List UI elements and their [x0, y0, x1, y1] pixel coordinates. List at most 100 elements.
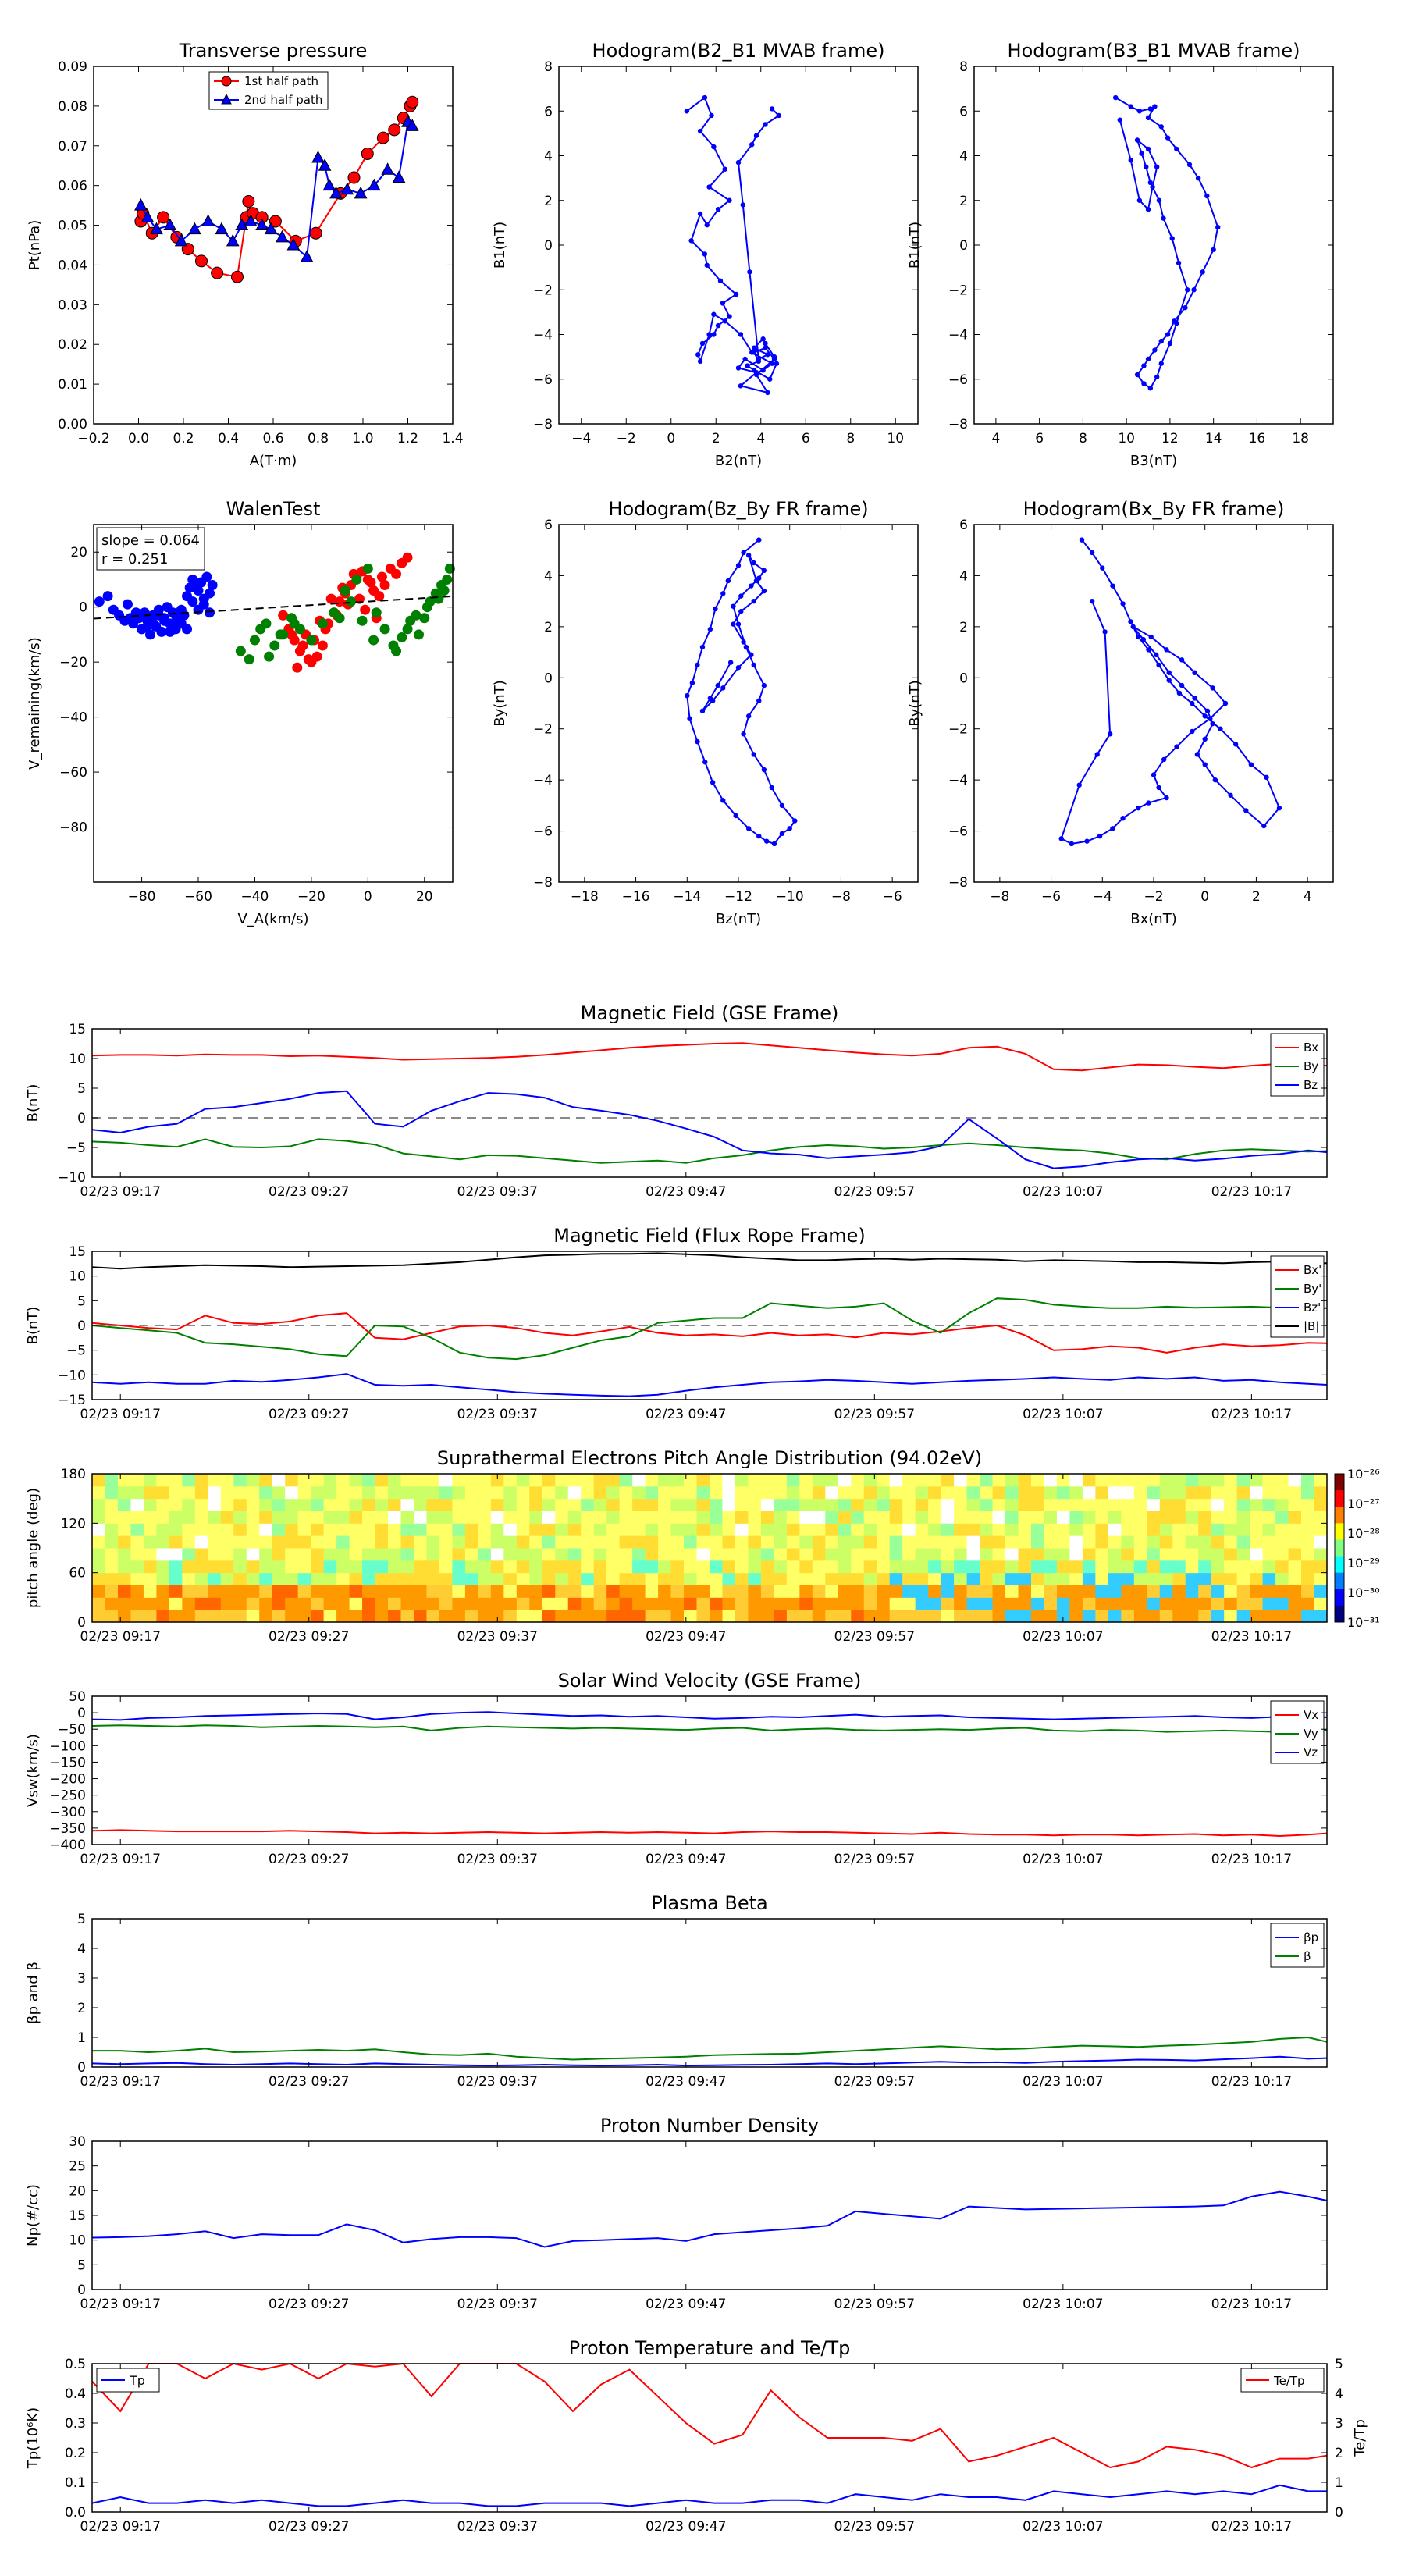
- pad-cell: [490, 1535, 504, 1549]
- pad-cell: [117, 1535, 131, 1549]
- hodogram-line: [1115, 97, 1219, 390]
- hodogram-point: [1167, 340, 1173, 347]
- pad-cell: [516, 1548, 530, 1561]
- pad-cell: [1056, 1585, 1070, 1598]
- pressure-point-first-half: [347, 171, 361, 184]
- pad-cell: [285, 1548, 299, 1561]
- hodogram-point: [763, 122, 768, 127]
- hodogram-point: [711, 332, 717, 337]
- transverse_pressure-xtick-label: 1.4: [442, 431, 463, 447]
- pad-cell: [619, 1585, 633, 1598]
- pad-cell: [194, 1560, 208, 1574]
- hodogram-point: [1202, 736, 1208, 742]
- pad-cell: [1095, 1585, 1109, 1598]
- mag_fr-title: Magnetic Field (Flux Rope Frame): [553, 1225, 865, 1247]
- velocity-ytick-label: 50: [69, 1689, 86, 1705]
- pad-cell: [464, 1474, 478, 1487]
- pad-frame: [91, 1473, 1328, 1623]
- hodogram_b2b1-ytick-label: −4: [533, 328, 553, 343]
- hodogram-point: [706, 332, 712, 337]
- pad-cell: [735, 1498, 749, 1511]
- pad-cell: [259, 1510, 273, 1524]
- hodogram-point: [695, 662, 700, 668]
- pad-cell: [413, 1548, 427, 1561]
- pad-cell: [220, 1523, 234, 1536]
- pad-cell: [567, 1597, 582, 1610]
- pad-cell: [388, 1572, 401, 1585]
- pad-cell: [1275, 1585, 1289, 1598]
- pad-cell: [992, 1498, 1006, 1511]
- walen_test-ytick-label: 0: [79, 600, 87, 616]
- pad-cell: [825, 1523, 839, 1536]
- pad-cell: [980, 1560, 994, 1574]
- pad-cell: [1236, 1474, 1250, 1487]
- hodogram-point: [707, 626, 713, 632]
- pad-cell: [349, 1485, 363, 1500]
- pad-cell: [336, 1610, 350, 1623]
- hodogram-point: [720, 301, 726, 306]
- pad-cell: [297, 1610, 311, 1623]
- pressure-point-first-half: [376, 131, 389, 144]
- pad-cell: [902, 1597, 916, 1610]
- pad-cell: [362, 1610, 376, 1623]
- pad-cell: [156, 1498, 170, 1511]
- mag_fr-time-label: 02/23 10:17: [1211, 1407, 1292, 1422]
- pad-cell: [323, 1523, 337, 1536]
- hodogram-point: [763, 838, 770, 844]
- pad-cell: [1262, 1560, 1276, 1574]
- pad-cell: [889, 1610, 903, 1623]
- pad-cell: [555, 1585, 569, 1598]
- pad-cell: [799, 1523, 813, 1536]
- mag_fr-ytick-label: 5: [77, 1293, 86, 1309]
- pad-cell: [1147, 1523, 1161, 1536]
- pad-cell: [838, 1510, 852, 1524]
- hodogram-point: [1076, 782, 1082, 788]
- pressure-point-second-half: [300, 250, 314, 262]
- beta-legend-label: βp: [1304, 1930, 1318, 1944]
- pad-cell: [220, 1585, 234, 1598]
- temperature-time-label: 02/23 09:47: [646, 2519, 726, 2535]
- hodogram_b3b1-title: Hodogram(B3_B1 MVAB frame): [1008, 40, 1300, 62]
- pad-cell: [285, 1572, 299, 1585]
- pad-cell: [182, 1510, 196, 1524]
- pad-cell: [980, 1597, 994, 1610]
- transverse_pressure-ylabel: Pt(nPa): [27, 220, 43, 270]
- pad-cell: [246, 1572, 260, 1585]
- pad-cell: [941, 1474, 955, 1487]
- pad-cell: [297, 1572, 311, 1585]
- pad-cell: [1262, 1535, 1276, 1549]
- pad-cell: [1030, 1535, 1044, 1549]
- pad-cell: [774, 1548, 788, 1561]
- pad-cell: [760, 1572, 774, 1585]
- pad-cell: [877, 1597, 891, 1610]
- velocity-title: Solar Wind Velocity (GSE Frame): [558, 1670, 862, 1692]
- velocity-series-Vx: [91, 1829, 1328, 1838]
- hodogram-point: [742, 356, 748, 362]
- pad-cell: [735, 1510, 749, 1524]
- density-time-label: 02/23 09:47: [646, 2297, 726, 2312]
- pad-cell: [632, 1498, 646, 1511]
- pad-cell: [710, 1548, 723, 1561]
- pad-cell: [581, 1548, 595, 1561]
- pad-cell: [1211, 1548, 1225, 1561]
- colorbar-segment: [1335, 1572, 1344, 1590]
- hodogram_b2b1-xtick-label: −2: [617, 431, 636, 447]
- pad-cell: [1108, 1572, 1122, 1585]
- pad-cell: [529, 1572, 543, 1585]
- pad-cell: [966, 1560, 980, 1574]
- walen-point-green: [306, 635, 317, 646]
- pad-cell: [555, 1548, 569, 1561]
- pad-cell: [1056, 1597, 1070, 1610]
- pad-cell: [388, 1585, 401, 1598]
- pad-cell: [1314, 1585, 1328, 1598]
- pad-cell: [774, 1523, 788, 1536]
- walen_test-xtick-label: −80: [128, 889, 156, 905]
- pad-cell: [774, 1585, 788, 1598]
- pad-cell: [208, 1498, 222, 1511]
- pad-cell: [786, 1572, 800, 1585]
- pad-cell: [606, 1485, 621, 1500]
- pad-cell: [1133, 1498, 1147, 1511]
- hodogram-point: [751, 560, 756, 566]
- pressure-point-second-half: [134, 198, 148, 211]
- temperature-series-Te/Tp: [91, 2362, 1328, 2469]
